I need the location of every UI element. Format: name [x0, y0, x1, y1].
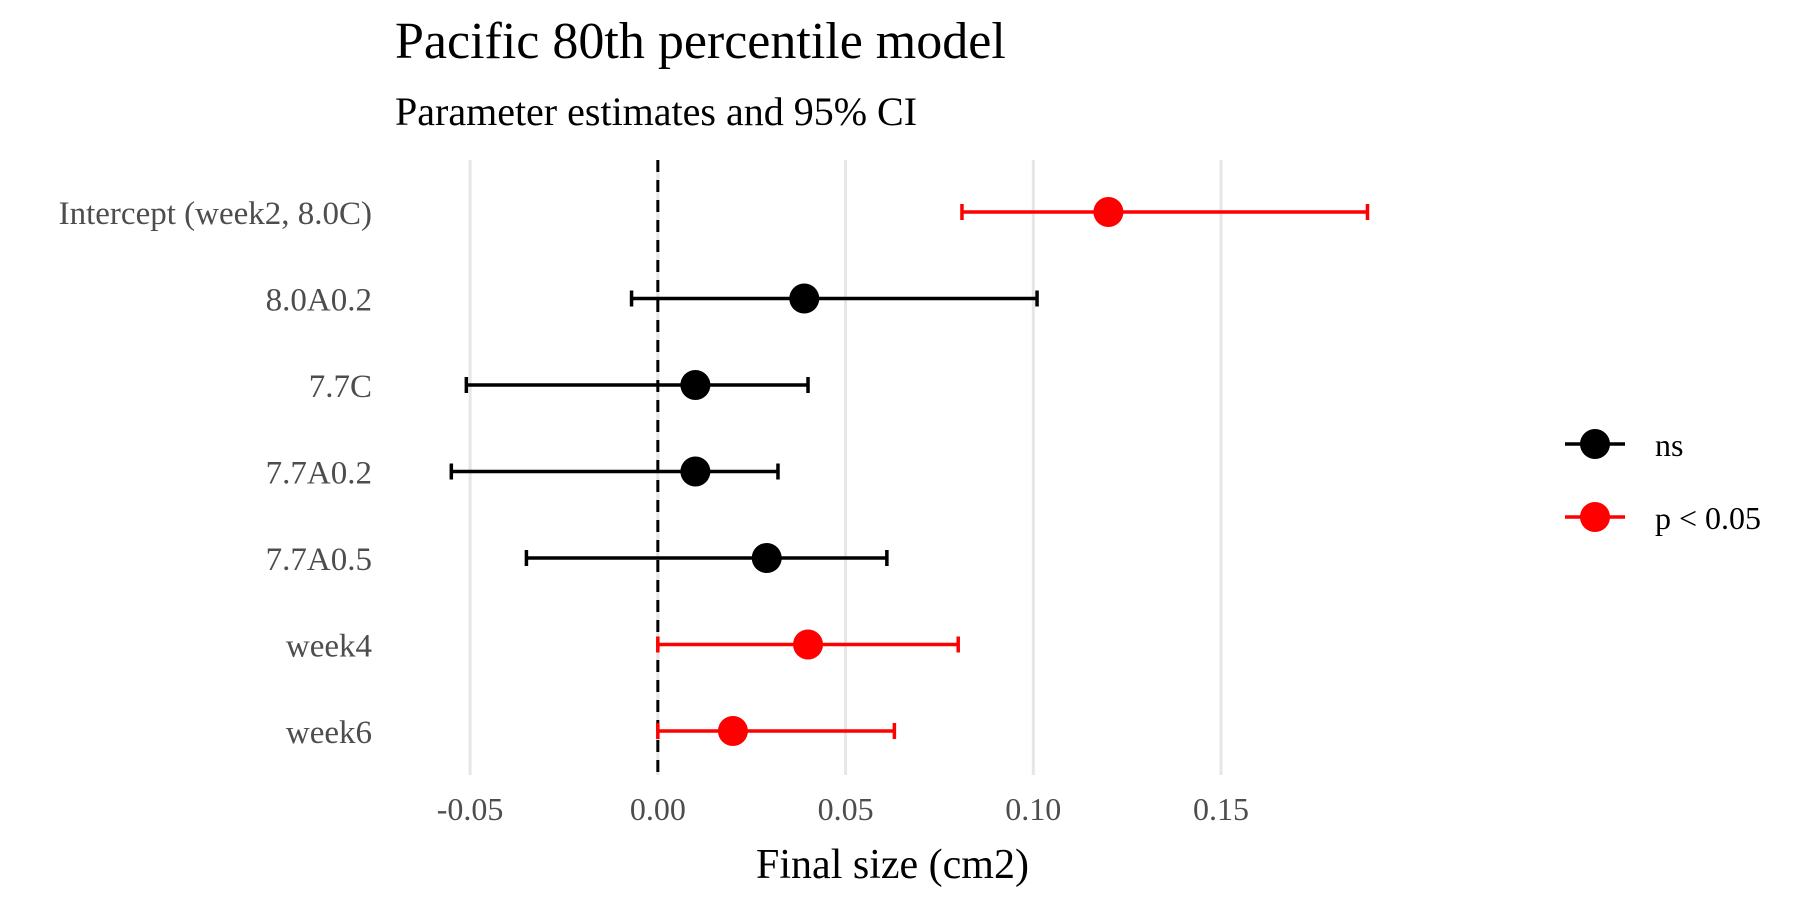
y-tick-label: 7.7A0.2 [266, 456, 372, 492]
y-tick-label: week4 [286, 629, 372, 665]
estimate-point [680, 370, 711, 400]
y-tick-label: 7.7C [309, 369, 372, 405]
y-tick-label: 8.0A0.2 [266, 283, 372, 319]
legend-label: ns [1655, 427, 1683, 463]
estimate-point [680, 456, 711, 487]
legend-key-point [1580, 429, 1610, 459]
estimate-point [793, 629, 824, 660]
x-tick-label: -0.05 [437, 791, 504, 827]
x-tick-label: 0.00 [630, 791, 686, 827]
estimate-point [789, 283, 820, 314]
x-tick-label: 0.05 [818, 791, 874, 827]
x-tick-label: 0.15 [1193, 791, 1249, 827]
y-tick-label: Intercept (week2, 8.0C) [59, 196, 372, 232]
estimate-point [751, 543, 782, 573]
estimate-point [1093, 197, 1124, 227]
y-tick-label: week6 [286, 715, 372, 751]
estimate-point [717, 716, 748, 746]
y-tick-label: 7.7A0.5 [266, 542, 372, 578]
x-tick-label: 0.10 [1005, 791, 1061, 827]
chart-title: Pacific 80th percentile model [395, 13, 1006, 70]
legend-label: p < 0.05 [1655, 500, 1761, 536]
legend-key-point [1580, 502, 1610, 532]
chart-subtitle: Parameter estimates and 95% CI [395, 89, 918, 134]
x-axis-label: Final size (cm2) [756, 842, 1029, 888]
